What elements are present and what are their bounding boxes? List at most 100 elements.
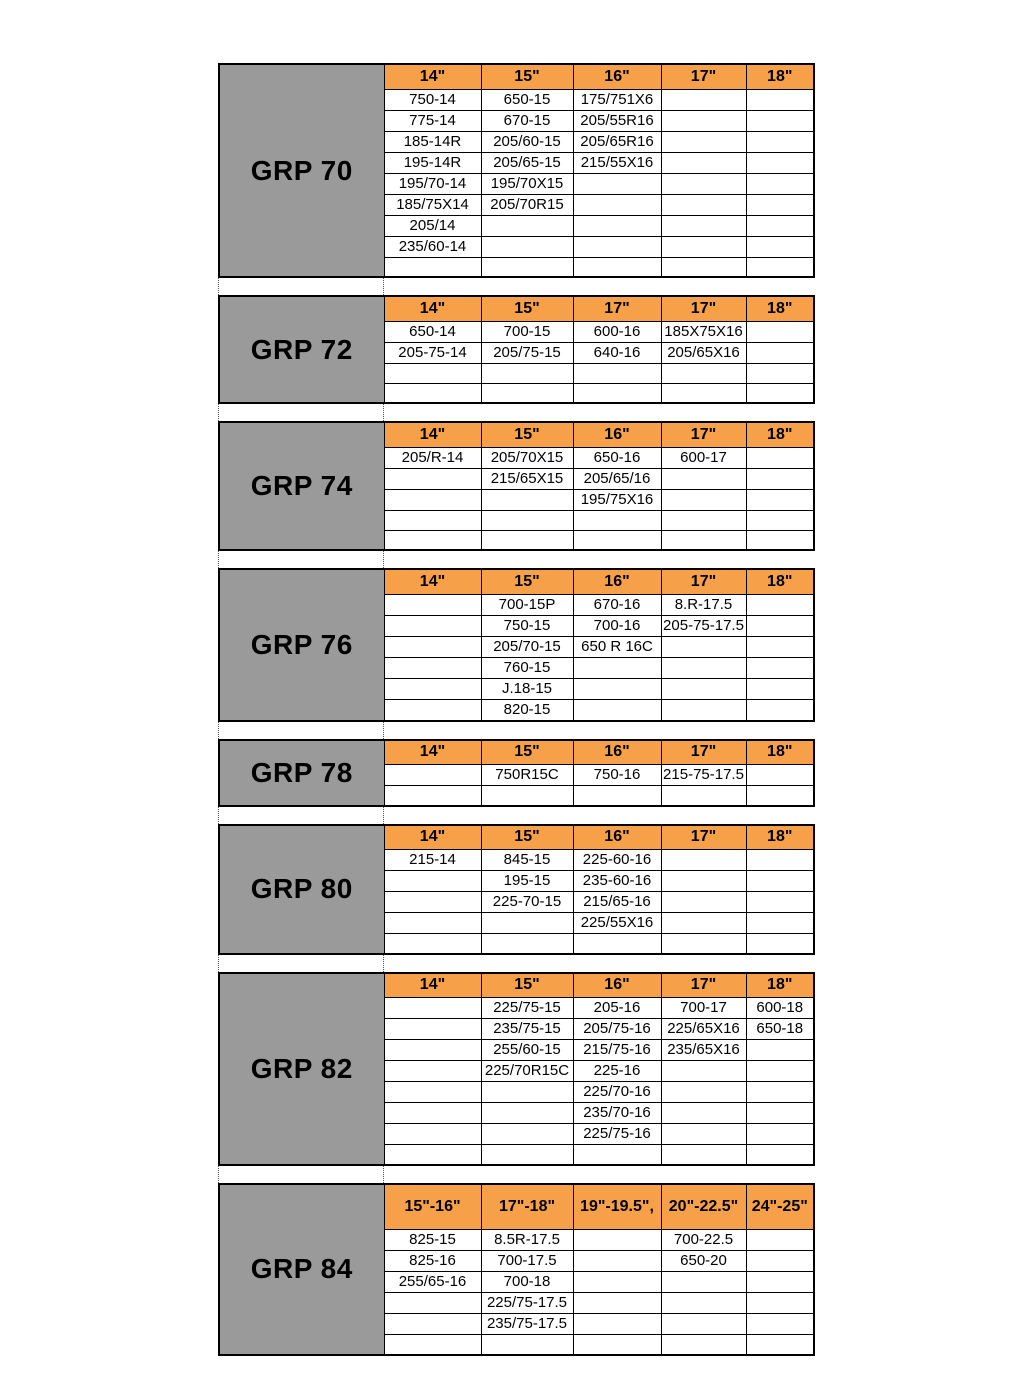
size-column-header: 15"	[480, 63, 574, 90]
header-row: GRP 74 14" 15" 16" 17" 18"	[218, 421, 815, 551]
tire-size-cell	[572, 1334, 662, 1355]
size-row	[219, 1144, 815, 1165]
tire-size-cell: 650-14	[383, 320, 482, 343]
tire-size-cell	[745, 256, 815, 278]
tire-size-cell	[660, 1144, 747, 1165]
size-column-header: 24"-25"	[745, 1183, 815, 1230]
size-row	[219, 382, 815, 404]
tire-size-cell: 750-16	[572, 764, 662, 786]
tire-size-cell: 205/70R15	[480, 193, 574, 216]
size-row	[219, 785, 815, 806]
tire-size-cell: 195-15	[480, 870, 574, 892]
tire-size-cell	[745, 870, 815, 892]
tire-size-cell	[660, 172, 747, 195]
size-row: 205/70-15 650 R 16C	[219, 635, 815, 658]
tire-size-cell: 760-15	[480, 656, 574, 679]
tire-size-cell	[480, 256, 574, 278]
size-row: 225/75-17.5	[219, 1292, 815, 1314]
tire-size-cell: 215/65X15	[480, 467, 574, 490]
header-row: GRP 78 14" 15" 16" 17" 18"	[218, 739, 815, 806]
size-row: 775-14 670-15 205/55R16	[219, 109, 815, 132]
group-table-grp-78: GRP 78 14" 15" 16" 17" 18" 750R15C 750-16 215-75…	[218, 738, 815, 807]
size-row: 255/60-15 215/75-16 235/65X16	[219, 1039, 815, 1061]
tire-size-cell: 650-18	[745, 1018, 815, 1040]
tire-size-cell: 750-15	[480, 614, 574, 637]
tire-size-cell: 205/70X15	[480, 446, 574, 469]
header-row: GRP 84 15"-16" 17"-18" 19"-19.5", 20"-22.5" 2…	[218, 1183, 815, 1355]
tire-size-cell	[383, 785, 482, 806]
tire-size-cell: 700-18	[480, 1271, 574, 1293]
tire-size-cell: 225/75-15	[480, 997, 574, 1019]
tire-size-cell	[745, 88, 815, 111]
tire-size-cell: 205/55R16	[572, 109, 662, 132]
size-column-header: 14"	[383, 421, 482, 448]
tire-size-cell	[745, 891, 815, 913]
tire-size-cell: 235/60-14	[383, 235, 482, 258]
tire-size-cell: 670-16	[572, 593, 662, 616]
group-label: GRP 80	[218, 824, 385, 954]
tire-size-cell	[660, 912, 747, 934]
tire-size-cell	[745, 1144, 815, 1165]
tire-size-cell	[745, 130, 815, 153]
size-row: 760-15	[219, 656, 815, 679]
group-label: GRP 78	[218, 739, 385, 806]
tire-size-cell: 205-75-17.5	[660, 614, 747, 637]
tire-size-cell	[745, 382, 815, 404]
table-gap	[218, 1165, 813, 1183]
tire-size-cell	[660, 382, 747, 404]
tire-size-cell: 185-14R	[383, 130, 482, 153]
tire-size-cell	[660, 1060, 747, 1082]
size-column-header: 18"	[745, 63, 815, 90]
size-column-header: 18"	[745, 421, 815, 448]
tire-size-cell	[383, 1018, 482, 1040]
tire-size-cell: 225/70-16	[572, 1081, 662, 1103]
tire-size-cell	[480, 1081, 574, 1103]
size-column-header: 19"-19.5",	[572, 1183, 662, 1230]
header-row: GRP 70 14" 15" 16" 17" 18"	[218, 63, 815, 278]
table-gap	[218, 954, 813, 972]
size-column-header: 16"	[572, 739, 662, 765]
size-column-header: 18"	[745, 568, 815, 595]
tire-size-cell: 205/65-15	[480, 151, 574, 174]
tire-size-cell	[660, 1123, 747, 1145]
tire-size-cell	[745, 320, 815, 343]
tire-size-cell: 255/60-15	[480, 1039, 574, 1061]
tire-size-cell	[660, 214, 747, 237]
tire-size-cell	[660, 109, 747, 132]
tire-size-cell	[480, 1334, 574, 1355]
tire-size-cell	[383, 1039, 482, 1061]
size-column-header: 17"	[660, 63, 747, 90]
tire-size-cell	[660, 1271, 747, 1293]
size-row: 195/75X16	[219, 488, 815, 511]
tire-size-cell	[572, 509, 662, 531]
tire-size-cell	[660, 785, 747, 806]
tire-size-cell	[660, 130, 747, 153]
tire-size-cell	[660, 193, 747, 216]
group-table-grp-82: GRP 82 14" 15" 16" 17" 18" 225/75-15 205-16 700-…	[218, 971, 815, 1166]
size-row: J.18-15	[219, 677, 815, 700]
tire-size-cell: 225/70R15C	[480, 1060, 574, 1082]
tire-size-cell	[383, 698, 482, 721]
tire-size-cell	[745, 764, 815, 786]
size-column-header: 18"	[745, 295, 815, 322]
tire-size-cell	[383, 488, 482, 511]
tire-size-cell: 195-14R	[383, 151, 482, 174]
tire-size-cell	[383, 1144, 482, 1165]
tire-size-cell: 225/75-17.5	[480, 1292, 574, 1314]
tire-size-cell	[660, 1334, 747, 1355]
size-column-header: 14"	[383, 739, 482, 765]
tire-size-cell: 205/70-15	[480, 635, 574, 658]
tire-size-cell	[383, 1313, 482, 1335]
tire-size-cell	[572, 698, 662, 721]
tire-size-cell: 205/R-14	[383, 446, 482, 469]
tire-size-cell	[745, 1271, 815, 1293]
tire-size-cell	[745, 1081, 815, 1103]
tire-size-cell: 775-14	[383, 109, 482, 132]
tire-size-cell	[745, 1102, 815, 1124]
group-label: GRP 72	[218, 295, 385, 404]
tire-size-cell	[383, 1102, 482, 1124]
tire-size-cell: 650-16	[572, 446, 662, 469]
tire-size-cell	[660, 1292, 747, 1314]
tire-size-cell	[572, 1250, 662, 1272]
tire-size-cell	[660, 151, 747, 174]
